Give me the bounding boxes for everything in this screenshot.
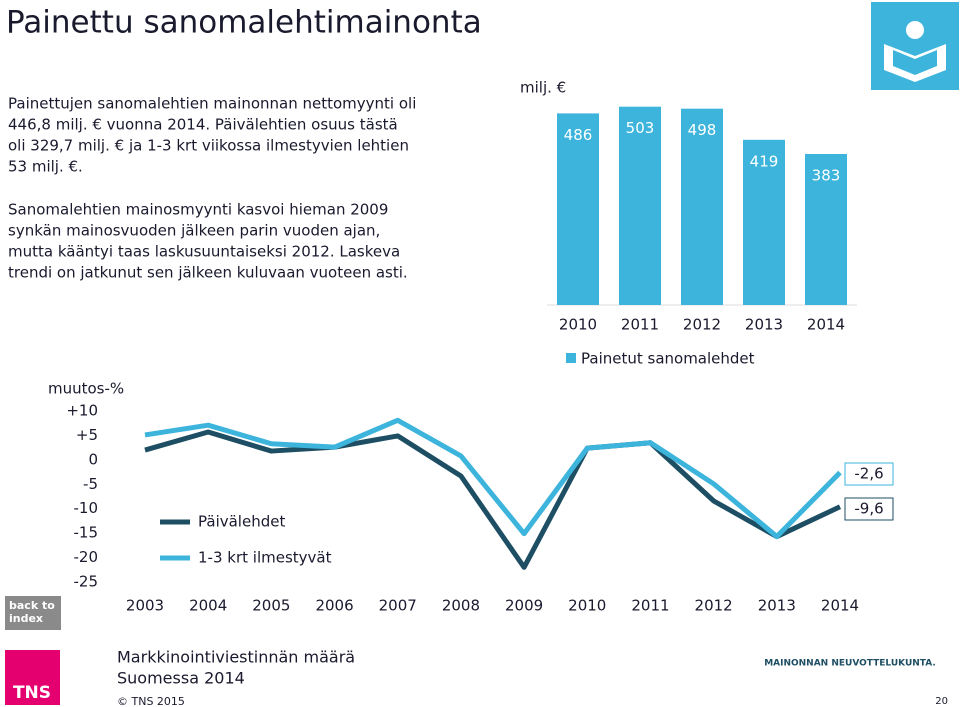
back-button[interactable]: back to index bbox=[5, 596, 61, 630]
partner-logo: MAINONNAN NEUVOTTELUKUNTA. bbox=[764, 659, 936, 669]
x-tick-label: 2010 bbox=[559, 316, 597, 334]
paragraph-line: Painettujen sanomalehtien mainonnan nett… bbox=[8, 95, 416, 113]
value-label: 383 bbox=[812, 167, 841, 185]
x-tick-label: 2013 bbox=[758, 597, 796, 615]
icon bbox=[871, 2, 959, 90]
x-tick-label: 2011 bbox=[621, 316, 659, 334]
slide-title: Painettu sanomalehtimainonta bbox=[6, 5, 482, 41]
legend-label: Päivälehdet bbox=[198, 513, 285, 531]
x-tick-label: 2013 bbox=[745, 316, 783, 334]
value-label: 498 bbox=[688, 121, 717, 139]
value-label-box bbox=[844, 497, 894, 521]
x-tick-label: 2003 bbox=[126, 597, 164, 615]
x-tick-label: 2014 bbox=[807, 316, 845, 334]
legend-label: Painetut sanomalehdet bbox=[581, 350, 755, 368]
back-label[interactable]: index bbox=[9, 612, 43, 625]
bar bbox=[619, 106, 661, 305]
paragraph-line: 53 milj. €. bbox=[8, 158, 83, 176]
x-tick-label: 2008 bbox=[442, 597, 480, 615]
y-axis-title: muutos-% bbox=[48, 380, 124, 398]
y-tick-label: +5 bbox=[76, 426, 98, 444]
y-tick-label: -25 bbox=[74, 573, 99, 591]
value-label-box bbox=[844, 462, 894, 486]
x-tick-label: 2010 bbox=[568, 597, 606, 615]
y-tick-label: -10 bbox=[74, 499, 99, 517]
x-tick-label: 2005 bbox=[252, 597, 290, 615]
x-tick-label: 2006 bbox=[315, 597, 353, 615]
value-label: -2,6 bbox=[854, 465, 883, 483]
legend-label: 1-3 krt ilmestyvät bbox=[198, 549, 332, 567]
bar bbox=[557, 113, 599, 306]
y-tick-label: +10 bbox=[66, 402, 98, 420]
bar bbox=[743, 139, 785, 305]
y-tick-label: -20 bbox=[74, 548, 99, 566]
paragraph-line: oli 329,7 milj. € ja 1-3 krt viikossa il… bbox=[8, 137, 409, 155]
value-label: 419 bbox=[750, 152, 779, 170]
value-label: 486 bbox=[564, 126, 593, 144]
y-tick-label: 0 bbox=[88, 450, 98, 468]
bar bbox=[805, 154, 847, 305]
report-title: Suomessa 2014 bbox=[117, 669, 245, 688]
x-tick-label: 2012 bbox=[695, 597, 733, 615]
series-line bbox=[144, 429, 842, 570]
bar bbox=[681, 108, 723, 305]
report-title: Markkinointiviestinnän määrä bbox=[117, 648, 355, 667]
paragraph-line: Sanomalehtien mainosmyynti kasvoi hieman… bbox=[8, 201, 388, 219]
paragraph-line: 446,8 milj. € vuonna 2014. Päivälehtien … bbox=[8, 116, 398, 134]
logo bbox=[5, 650, 60, 705]
copyright: © TNS 2015 bbox=[117, 695, 185, 707]
x-tick-label: 2004 bbox=[189, 597, 227, 615]
y-axis-title: milj. € bbox=[520, 79, 566, 97]
x-tick-label: 2012 bbox=[683, 316, 721, 334]
x-tick-label: 2011 bbox=[631, 597, 669, 615]
series-line bbox=[144, 417, 842, 540]
x-tick-label: 2009 bbox=[505, 597, 543, 615]
legend-swatch bbox=[566, 353, 576, 363]
paragraph-line: synkän mainosvuoden jälkeen parin vuoden… bbox=[8, 222, 380, 240]
value-label: 503 bbox=[626, 119, 655, 137]
y-tick-label: -15 bbox=[74, 524, 99, 542]
back-label[interactable]: back to bbox=[9, 599, 55, 612]
page-number: 20 bbox=[935, 696, 948, 707]
logo-text: TNS bbox=[13, 683, 51, 703]
value-label: -9,6 bbox=[854, 500, 883, 518]
y-tick-label: -5 bbox=[83, 475, 98, 493]
paragraph-line: trendi on jatkunut sen jälkeen kuluvaan … bbox=[8, 264, 408, 282]
x-tick-label: 2014 bbox=[821, 597, 859, 615]
x-tick-label: 2007 bbox=[379, 597, 417, 615]
paragraph-line: mutta kääntyi taas laskusuuntaiseksi 201… bbox=[8, 243, 400, 261]
